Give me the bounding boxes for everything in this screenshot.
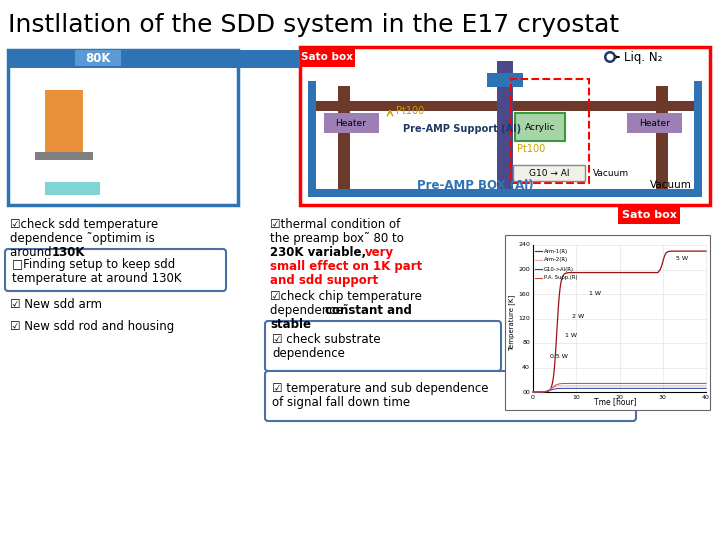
Bar xyxy=(656,86,668,189)
Text: Heater: Heater xyxy=(336,118,366,127)
Text: G10->Al(R): G10->Al(R) xyxy=(544,267,574,272)
Text: and sdd support: and sdd support xyxy=(270,274,378,287)
Text: 80: 80 xyxy=(522,341,530,346)
Text: Heater: Heater xyxy=(639,118,670,127)
FancyBboxPatch shape xyxy=(265,321,501,371)
Text: 200: 200 xyxy=(518,267,530,272)
Text: Sato box: Sato box xyxy=(301,52,353,62)
Bar xyxy=(238,50,300,68)
Text: Arm-2(R): Arm-2(R) xyxy=(544,258,568,262)
Text: Vacuum: Vacuum xyxy=(593,168,629,178)
Text: 40: 40 xyxy=(522,365,530,370)
Text: temperature at around 130K: temperature at around 130K xyxy=(12,272,181,285)
Text: ☑ New sdd arm: ☑ New sdd arm xyxy=(10,298,102,311)
Bar xyxy=(316,101,694,111)
Bar xyxy=(8,50,238,68)
Text: ☑thermal condition of: ☑thermal condition of xyxy=(270,218,400,231)
Text: Vacuum: Vacuum xyxy=(650,180,692,190)
Text: ☑ check substrate: ☑ check substrate xyxy=(272,333,381,346)
Text: 20: 20 xyxy=(616,395,624,400)
Text: Sato box: Sato box xyxy=(621,210,676,220)
Text: 00: 00 xyxy=(522,389,530,395)
Text: Temperature [K]: Temperature [K] xyxy=(508,294,516,350)
Text: 1 W: 1 W xyxy=(565,333,577,338)
Text: of signal fall down time: of signal fall down time xyxy=(272,396,410,409)
Bar xyxy=(316,81,694,189)
Bar xyxy=(8,50,238,205)
Bar xyxy=(75,50,121,66)
Text: around: around xyxy=(10,246,55,259)
Bar xyxy=(35,152,93,160)
Text: 160: 160 xyxy=(518,292,530,296)
Text: stable: stable xyxy=(270,318,311,331)
Text: Liq. N₂: Liq. N₂ xyxy=(624,51,662,64)
Text: the preamp box˜ 80 to: the preamp box˜ 80 to xyxy=(270,232,404,245)
Circle shape xyxy=(604,51,616,63)
FancyBboxPatch shape xyxy=(5,249,226,291)
Text: dependence ˜optimim is: dependence ˜optimim is xyxy=(10,232,155,245)
Text: small effect on 1K part: small effect on 1K part xyxy=(270,260,422,273)
Bar xyxy=(513,165,585,181)
Circle shape xyxy=(606,53,613,60)
Bar xyxy=(618,206,680,224)
Bar xyxy=(45,182,100,195)
Text: 120: 120 xyxy=(518,316,530,321)
Text: P.A. Supp.(R): P.A. Supp.(R) xyxy=(544,275,577,280)
Text: 80K: 80K xyxy=(85,51,111,64)
Bar xyxy=(627,113,682,133)
Text: 30: 30 xyxy=(659,395,667,400)
Text: 0: 0 xyxy=(531,395,535,400)
Text: 5 W: 5 W xyxy=(676,256,688,261)
Text: 10: 10 xyxy=(572,395,580,400)
Bar xyxy=(505,235,710,410)
Text: 1 W: 1 W xyxy=(589,291,601,296)
Text: 40: 40 xyxy=(702,395,710,400)
Text: □Finding setup to keep sdd: □Finding setup to keep sdd xyxy=(12,258,175,271)
Text: Tme [hour]: Tme [hour] xyxy=(594,397,636,406)
Text: Pt100: Pt100 xyxy=(517,144,545,154)
Text: dependence: dependence xyxy=(272,347,345,360)
Bar xyxy=(324,113,379,133)
Text: constant and: constant and xyxy=(325,304,412,317)
Text: very: very xyxy=(365,246,394,259)
Bar xyxy=(511,79,589,183)
Bar xyxy=(338,86,350,189)
Text: Pre-AMP Support (Al): Pre-AMP Support (Al) xyxy=(403,124,521,134)
Text: Pt100: Pt100 xyxy=(396,106,424,116)
FancyBboxPatch shape xyxy=(265,371,636,421)
Bar xyxy=(497,61,513,189)
Text: G10 → Al: G10 → Al xyxy=(528,168,570,178)
Bar xyxy=(300,47,355,67)
Text: 240: 240 xyxy=(518,242,530,247)
Bar xyxy=(487,73,523,87)
Text: ☑check sdd temperature: ☑check sdd temperature xyxy=(10,218,158,231)
Bar xyxy=(308,81,702,197)
Bar xyxy=(300,47,710,205)
Text: dependence˜: dependence˜ xyxy=(270,304,352,317)
Text: 230K variable,: 230K variable, xyxy=(270,246,370,259)
Text: ☑check chip temperature: ☑check chip temperature xyxy=(270,290,422,303)
Text: Instllation of the SDD system in the E17 cryostat: Instllation of the SDD system in the E17… xyxy=(8,13,619,37)
Text: ☑ temperature and sub dependence: ☑ temperature and sub dependence xyxy=(272,382,488,395)
Bar xyxy=(515,113,565,141)
Text: Arm-1(R): Arm-1(R) xyxy=(544,248,568,253)
Text: ☑ New sdd rod and housing: ☑ New sdd rod and housing xyxy=(10,320,174,333)
Text: Acrylic: Acrylic xyxy=(525,123,555,132)
Bar xyxy=(45,90,83,155)
Text: Pre-AMP BOX (Al): Pre-AMP BOX (Al) xyxy=(417,179,534,192)
Text: 2 W: 2 W xyxy=(572,314,584,320)
Text: 130K: 130K xyxy=(52,246,86,259)
Text: 0.5 W: 0.5 W xyxy=(550,354,568,359)
